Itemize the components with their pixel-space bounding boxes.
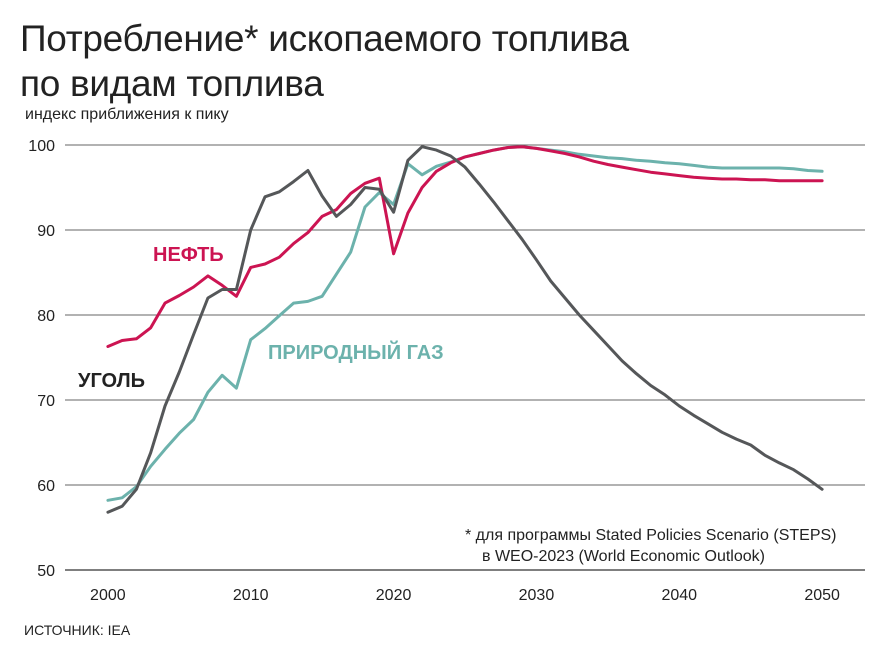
series-label-coal: УГОЛЬ <box>78 370 145 392</box>
x-tick-label: 2030 <box>519 587 555 604</box>
chart-title-line-2: по видам топлива <box>20 63 324 104</box>
chart-title: Потребление* ископаемого топлива по вида… <box>20 16 629 106</box>
chart-subtitle: индекс приближения к пику <box>25 106 229 123</box>
series-lines <box>106 145 824 514</box>
series-label-oil: НЕФТЬ <box>153 244 224 266</box>
y-axis-tick-labels: 50 60 70 80 90 100 <box>28 138 55 580</box>
y-tick-label: 60 <box>37 478 55 495</box>
x-tick-label: 2040 <box>661 587 697 604</box>
series-label-gas: ПРИРОДНЫЙ ГАЗ <box>268 340 444 364</box>
x-tick-label: 2000 <box>90 587 126 604</box>
series-line-gas <box>106 145 824 502</box>
series-line-coal <box>106 145 824 514</box>
y-tick-label: 80 <box>37 308 55 325</box>
y-tick-label: 100 <box>28 138 55 155</box>
x-tick-label: 2050 <box>804 587 840 604</box>
x-tick-label: 2020 <box>376 587 412 604</box>
chart-title-line-1: Потребление* ископаемого топлива <box>20 18 629 59</box>
source-note: ИСТОЧНИК: IEA <box>24 622 131 638</box>
gridlines <box>65 144 865 571</box>
x-axis-tick-labels: 2000 2010 2020 2030 2040 2050 <box>90 587 840 604</box>
y-tick-label: 50 <box>37 563 55 580</box>
footnote-line-2: в WEO-2023 (World Economic Outlook) <box>482 548 765 565</box>
footnote-line-1: * для программы Stated Policies Scenario… <box>465 527 836 544</box>
y-tick-label: 70 <box>37 393 55 410</box>
y-tick-label: 90 <box>37 223 55 240</box>
x-tick-label: 2010 <box>233 587 269 604</box>
